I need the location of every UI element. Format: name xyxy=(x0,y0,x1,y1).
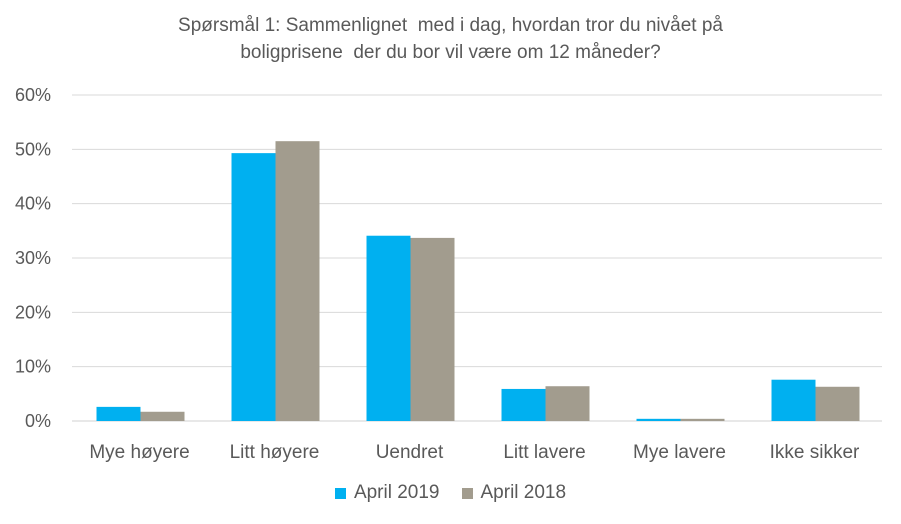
bar-2 xyxy=(140,411,185,421)
x-category-label: Mye lavere xyxy=(633,442,726,463)
legend: April 2019 April 2018 xyxy=(0,482,901,504)
x-category-label: Ikke sikker xyxy=(770,442,860,463)
bar-2 xyxy=(410,237,455,421)
x-category-label: Mye høyere xyxy=(89,442,189,463)
legend-item-series-2: April 2018 xyxy=(461,482,567,504)
legend-item-series-1: April 2019 xyxy=(334,482,440,504)
bar-2 xyxy=(275,141,320,421)
chart-title: Spørsmål 1: Sammenlignet med i dag, hvor… xyxy=(0,12,901,66)
chart-title-line-2: boligprisene der du bor vil være om 12 m… xyxy=(240,42,661,63)
x-category-label: Litt høyere xyxy=(230,442,320,463)
bar-1 xyxy=(636,418,681,421)
y-tick-label: 30% xyxy=(15,248,51,268)
legend-label-series-2: April 2018 xyxy=(480,482,567,503)
y-tick-label: 40% xyxy=(15,194,51,214)
bar-2 xyxy=(545,386,590,421)
legend-swatch-series-2 xyxy=(461,487,473,499)
bar-2 xyxy=(815,386,860,421)
bar-1 xyxy=(366,235,411,421)
y-tick-label: 50% xyxy=(15,139,51,159)
x-category-label: Litt lavere xyxy=(503,442,585,463)
legend-label-series-1: April 2019 xyxy=(353,482,440,503)
bar-2 xyxy=(680,418,725,421)
legend-swatch-series-1 xyxy=(334,487,346,499)
bar-1 xyxy=(96,406,141,421)
y-tick-label: 10% xyxy=(15,357,51,377)
chart-title-line-1: Spørsmål 1: Sammenlignet med i dag, hvor… xyxy=(178,15,723,36)
bar-1 xyxy=(501,388,546,421)
bar-1 xyxy=(771,379,816,421)
bar-1 xyxy=(231,153,276,422)
y-tick-label: 60% xyxy=(15,85,51,105)
y-tick-label: 20% xyxy=(15,302,51,322)
y-tick-label: 0% xyxy=(25,411,51,431)
x-category-label: Uendret xyxy=(376,442,444,463)
